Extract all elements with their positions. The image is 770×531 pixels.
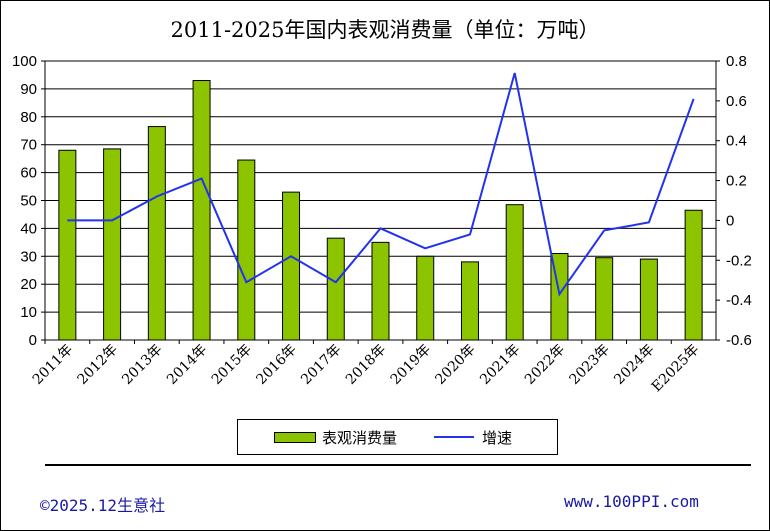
legend-item-bar: 表观消费量 [274,420,397,454]
x-tick-label: 2019年 [388,342,434,388]
website-text: www.100PPI.com [564,492,699,511]
bar-series [58,80,703,341]
right-y-tick-label: -0.4 [726,292,752,309]
plot-area-border [44,60,717,341]
x-tick-label: 2016年 [253,342,299,388]
x-tick-label: 2013年 [119,342,165,388]
bar [595,257,614,341]
x-tick-label: 2012年 [75,342,121,388]
right-y-tick-label: 0.2 [726,173,747,190]
bar [460,261,479,341]
x-tick-label: 2015年 [209,342,255,388]
left-y-tick-label: 0 [29,332,37,349]
right-y-tick-labels: -0.6 -0.4 -0.2 0 0.2 0.4 0.6 0.8 [726,53,752,349]
bar [103,148,122,341]
right-y-tick-label: 0.4 [726,133,747,150]
left-y-tick-label: 10 [20,304,37,321]
left-y-tick-label: 50 [20,193,37,210]
axes [41,60,720,344]
x-tick-label: 2018年 [343,342,389,388]
left-y-tick-label: 30 [20,248,37,265]
x-tick-label: 2023年 [567,342,613,388]
copyright-text: ©2025.12生意社 [40,496,166,515]
right-y-tick-label: -0.6 [726,332,752,349]
right-y-tick-label: -0.2 [726,252,752,269]
left-y-tick-label: 90 [20,81,37,98]
legend-bar-label: 表观消费量 [322,428,398,447]
x-tick-label: 2017年 [298,342,344,388]
x-tick-label: 2021年 [477,342,523,388]
footer-divider [45,464,751,466]
bar [282,191,301,341]
right-y-tick-label: 0 [726,212,734,229]
bar [192,80,211,341]
chart-title: 2011-2025年国内表观消费量（单位：万吨） [170,18,600,42]
bar [237,159,256,341]
bar [639,258,658,341]
left-y-tick-labels: 0 10 20 30 40 50 60 70 80 90 100 [12,53,37,349]
bar [684,209,703,341]
x-tick-label: E2025年 [649,342,703,396]
legend-line-label: 增速 [482,428,513,447]
x-tick-label: 2020年 [432,342,478,388]
right-y-tick-label: 0.6 [726,93,747,110]
bar [371,241,390,341]
legend-item-line: 增速 [434,420,512,454]
bar [58,149,77,341]
right-y-tick-label: 0.8 [726,53,747,70]
left-y-tick-label: 40 [20,220,37,237]
left-y-tick-label: 60 [20,165,37,182]
bar [505,204,524,341]
left-y-tick-label: 70 [20,137,37,154]
legend-bar-swatch [274,431,316,443]
growth-line [67,72,695,297]
bar [147,126,166,341]
left-y-tick-label: 100 [12,53,37,70]
left-y-tick-label: 20 [20,276,37,293]
legend-line-swatch [434,436,474,438]
legend: 表观消费量 增速 [237,419,558,455]
x-tick-labels: 2011年2012年2013年2014年2015年2016年2017年2018年… [30,342,703,396]
left-y-tick-label: 80 [20,109,37,126]
x-tick-label: 2014年 [164,342,210,388]
line-series [67,72,695,297]
bar [416,255,435,341]
bar [326,237,345,341]
x-tick-label: 2022年 [522,342,568,388]
